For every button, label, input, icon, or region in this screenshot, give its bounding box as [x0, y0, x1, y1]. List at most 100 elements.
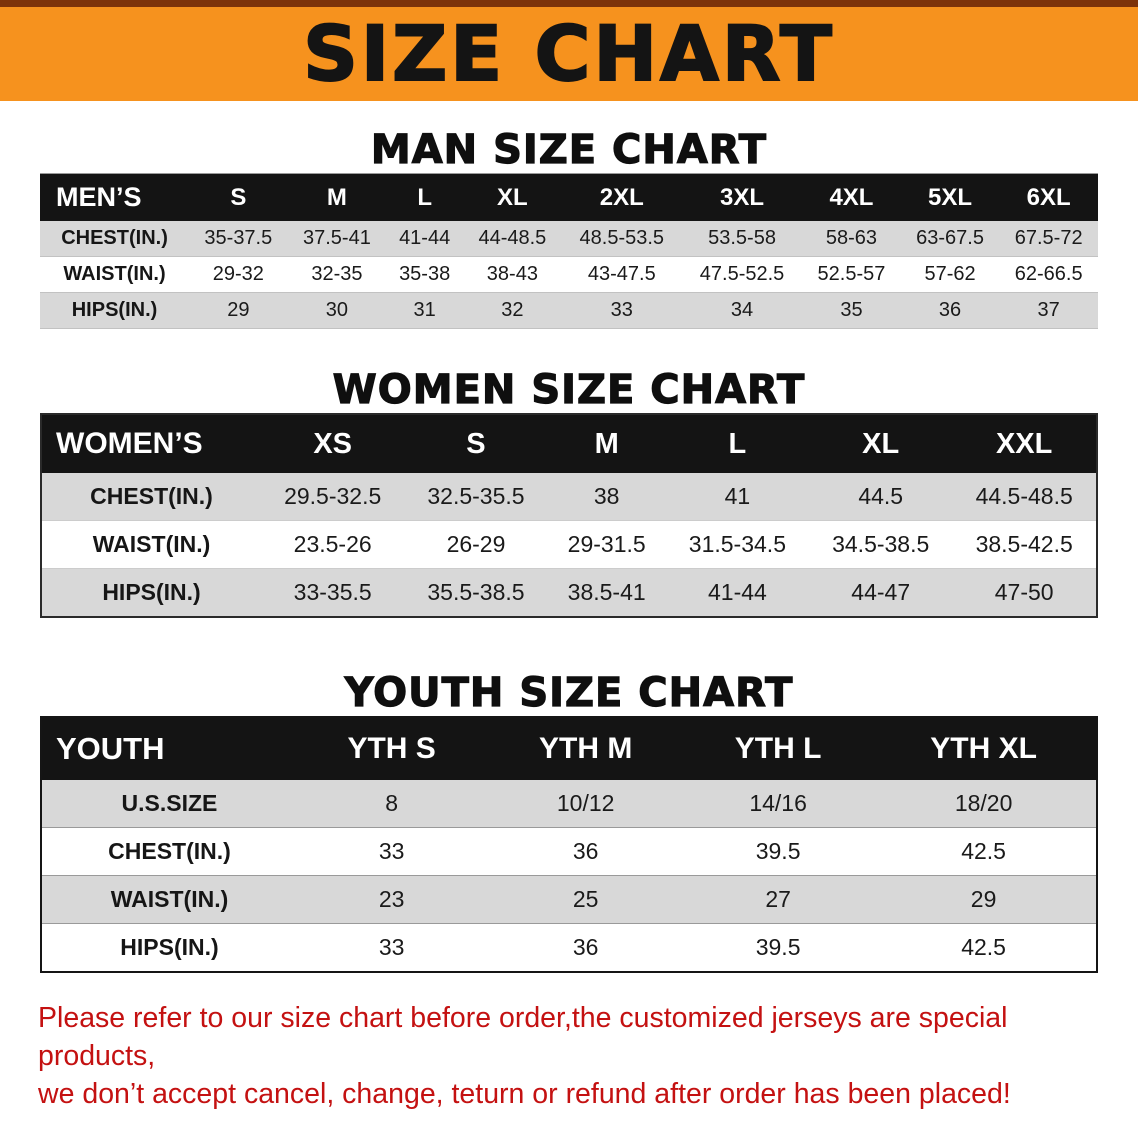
- value-cell: 32: [501, 299, 524, 321]
- size-header-cell: L: [665, 414, 810, 473]
- row-label-cell: HIPS(IN.): [120, 934, 219, 960]
- size-header-cell: 5XL: [900, 173, 1000, 221]
- size-header-cell: XL: [463, 173, 562, 221]
- value-cell: 52.5-57: [817, 263, 886, 285]
- row-label-cell: CHEST(IN.): [90, 483, 213, 509]
- value-cell: 62-66.5: [1014, 263, 1083, 285]
- value-cell: 33-35.5: [293, 579, 372, 605]
- table-row: CHEST(IN.) 29.5-32.5 32.5-35.5 38 41 44.5 44.5…: [41, 473, 1097, 521]
- size-header-cell: S: [189, 173, 288, 221]
- value-cell: 27: [765, 886, 791, 912]
- value-cell: 39.5: [755, 934, 801, 960]
- youth-size-section: YOUTH SIZE CHART YOUTH YTH S YTH M YTH L YTH…: [0, 669, 1138, 973]
- value-cell: 37.5-41: [302, 227, 371, 249]
- value-cell: 36: [938, 299, 962, 321]
- value-cell: 14/16: [749, 790, 807, 816]
- table-row: U.S.SIZE 8 10/12 14/16 18/20: [41, 780, 1097, 828]
- women-size-section: WOMEN SIZE CHART WOMEN’S XS S M L XL XXL CHEST(…: [0, 366, 1138, 618]
- size-header-cell: 6XL: [999, 173, 1098, 221]
- value-cell: 26-29: [446, 531, 506, 557]
- value-cell: 35-38: [399, 263, 451, 285]
- men-section-heading: MAN SIZE CHART: [370, 126, 768, 173]
- value-cell: 39.5: [755, 838, 801, 864]
- row-label-cell: CHEST(IN.): [61, 227, 168, 249]
- value-cell: 29: [970, 886, 997, 912]
- value-cell: 44.5-48.5: [975, 483, 1073, 509]
- value-cell: 18/20: [954, 790, 1013, 816]
- value-cell: 33: [378, 934, 405, 960]
- size-chart-banner: SIZE CHART: [0, 0, 1138, 101]
- value-cell: 38.5-42.5: [975, 531, 1073, 557]
- value-cell: 36: [572, 838, 599, 864]
- value-cell: 33: [378, 838, 405, 864]
- size-header-cell: 3XL: [681, 173, 803, 221]
- size-header-cell: YTH L: [685, 717, 872, 780]
- table-header-row: YOUTH YTH S YTH M YTH L YTH XL: [41, 717, 1097, 780]
- size-header-cell: XL: [809, 414, 953, 473]
- value-cell: 43-47.5: [587, 263, 656, 285]
- size-header-cell: 4XL: [802, 173, 901, 221]
- table-title-cell: YOUTH: [41, 717, 297, 780]
- value-cell: 44-47: [851, 579, 911, 605]
- size-header-cell: S: [404, 414, 548, 473]
- table-header-row: MEN’S S M L XL 2XL 3XL 4XL 5XL 6XL: [40, 173, 1098, 221]
- row-label-cell: CHEST(IN.): [108, 838, 231, 864]
- disclaimer-line-2: we don’t accept cancel, change, teturn o…: [38, 1078, 1011, 1111]
- value-cell: 34: [730, 299, 754, 321]
- banner-title: SIZE CHART: [302, 9, 835, 98]
- men-size-section: MAN SIZE CHART MEN’S S M L XL 2XL 3XL 4XL 5XL 6XL…: [0, 126, 1138, 329]
- disclaimer: Please refer to our size chart before or…: [0, 999, 1138, 1114]
- men-size-table: MEN’S S M L XL 2XL 3XL 4XL 5XL 6XL CHEST(IN.) 35-37…: [40, 173, 1098, 329]
- size-header-cell: XXL: [952, 414, 1097, 473]
- value-cell: 37: [1037, 299, 1060, 321]
- value-cell: 38-43: [486, 263, 538, 285]
- size-header-cell: M: [547, 414, 666, 473]
- value-cell: 32.5-35.5: [427, 483, 525, 509]
- table-row: HIPS(IN.) 33 36 39.5 42.5: [41, 924, 1097, 972]
- value-cell: 47-50: [994, 579, 1054, 605]
- value-cell: 42.5: [961, 934, 1006, 960]
- value-cell: 33: [610, 299, 633, 321]
- women-size-table: WOMEN’S XS S M L XL XXL CHEST(IN.) 29.5-32.5 32.5…: [40, 413, 1098, 618]
- value-cell: 36: [572, 934, 599, 960]
- row-label-cell: WAIST(IN.): [63, 263, 166, 285]
- value-cell: 42.5: [961, 838, 1006, 864]
- value-cell: 41-44: [707, 579, 767, 605]
- row-label-cell: HIPS(IN.): [102, 579, 201, 605]
- value-cell: 63-67.5: [916, 227, 984, 249]
- size-header-cell: XS: [261, 414, 405, 473]
- value-cell: 34.5-38.5: [832, 531, 930, 557]
- table-row: CHEST(IN.) 33 36 39.5 42.5: [41, 828, 1097, 876]
- value-cell: 25: [572, 886, 599, 912]
- table-row: CHEST(IN.) 35-37.5 37.5-41 41-44 44-48.5 48.5…: [40, 221, 1098, 257]
- value-cell: 57-62: [924, 263, 976, 285]
- table-row: HIPS(IN.) 33-35.5 35.5-38.5 38.5-41 41-44 44-…: [41, 568, 1097, 617]
- value-cell: 8: [385, 790, 399, 816]
- value-cell: 41: [724, 483, 751, 509]
- table-header-row: WOMEN’S XS S M L XL XXL: [41, 414, 1097, 473]
- value-cell: 38: [593, 483, 620, 509]
- table-title-cell: MEN’S: [40, 173, 190, 221]
- value-cell: 23: [378, 886, 405, 912]
- table-row: WAIST(IN.) 23.5-26 26-29 29-31.5 31.5-34.5 34…: [41, 521, 1097, 569]
- size-header-cell: L: [386, 173, 464, 221]
- size-header-cell: M: [287, 173, 387, 221]
- women-section-heading: WOMEN SIZE CHART: [332, 366, 806, 413]
- row-label-cell: WAIST(IN.): [92, 531, 211, 557]
- table-row: WAIST(IN.) 29-32 32-35 35-38 38-43 43-47.5 47.…: [40, 257, 1098, 293]
- value-cell: 35-37.5: [204, 227, 273, 249]
- size-header-cell: YTH XL: [871, 717, 1097, 780]
- size-header-cell: 2XL: [561, 173, 682, 221]
- row-label-cell: WAIST(IN.): [110, 886, 229, 912]
- value-cell: 53.5-58: [708, 227, 776, 249]
- value-cell: 48.5-53.5: [579, 227, 665, 249]
- value-cell: 35.5-38.5: [427, 579, 525, 605]
- youth-size-table: YOUTH YTH S YTH M YTH L YTH XL U.S.SIZE 8 10/12…: [40, 716, 1098, 973]
- value-cell: 10/12: [556, 790, 615, 816]
- row-label-cell: HIPS(IN.): [71, 299, 158, 321]
- disclaimer-line-1: Please refer to our size chart before or…: [38, 1002, 1008, 1073]
- value-cell: 67.5-72: [1014, 227, 1083, 249]
- value-cell: 29-32: [212, 263, 264, 285]
- value-cell: 35: [840, 299, 863, 321]
- table-title-cell: WOMEN’S: [41, 414, 262, 473]
